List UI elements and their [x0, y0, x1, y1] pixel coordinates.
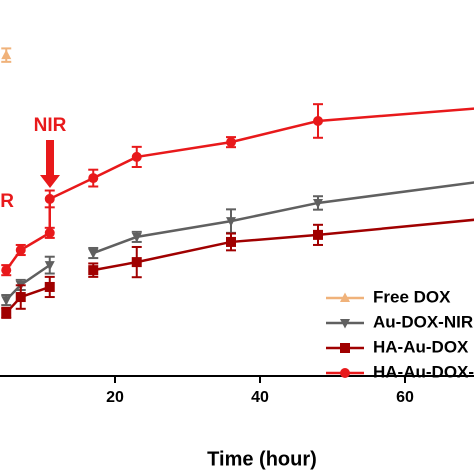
marker	[44, 227, 55, 238]
marker	[15, 292, 26, 303]
marker	[44, 281, 55, 292]
marker	[1, 296, 12, 306]
legend-marker	[340, 343, 350, 353]
x-tick-label: 20	[106, 389, 124, 406]
marker	[1, 307, 12, 318]
annotation: NIR	[34, 115, 67, 136]
marker	[313, 198, 323, 209]
marker	[131, 257, 142, 268]
marker	[131, 232, 142, 243]
marker	[88, 249, 99, 259]
legend-marker	[340, 319, 350, 329]
marker	[313, 229, 323, 240]
legend-label: Au-DOX-NIR	[373, 312, 473, 331]
series-line	[5, 107, 474, 271]
x-tick-label: 40	[251, 389, 269, 406]
marker	[313, 115, 323, 126]
marker	[226, 217, 236, 227]
x-axis-label: Time (hour)	[207, 448, 317, 470]
marker	[88, 173, 99, 184]
annotation-arrow-shaft	[46, 140, 54, 176]
legend-label: HA-Au-DOX	[373, 337, 469, 356]
marker	[44, 193, 55, 204]
legend-marker	[340, 292, 350, 302]
x-tick-label: 60	[396, 389, 414, 406]
marker	[226, 137, 236, 148]
marker	[1, 49, 12, 60]
marker	[131, 151, 142, 162]
marker	[15, 245, 26, 255]
legend-label: HA-Au-DOX-NIR	[373, 362, 474, 381]
annotation-arrow-head	[40, 175, 60, 188]
annotation: NIR	[0, 191, 14, 212]
marker	[44, 261, 55, 271]
marker	[226, 236, 236, 247]
legend-marker	[340, 368, 350, 378]
marker	[88, 265, 99, 276]
legend-label: Free DOX	[373, 287, 451, 306]
marker	[1, 265, 12, 276]
